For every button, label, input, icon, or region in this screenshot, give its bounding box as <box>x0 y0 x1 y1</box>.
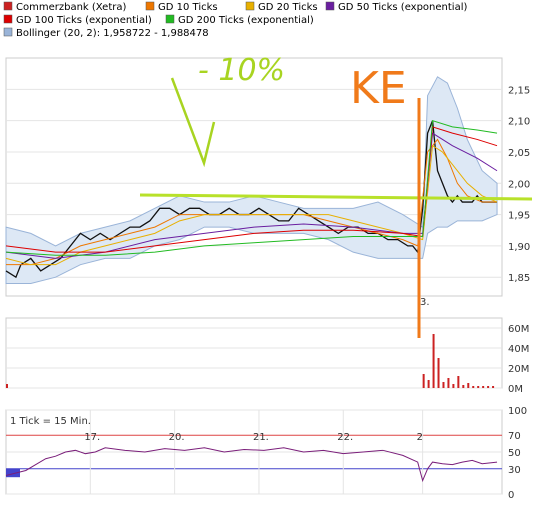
legend-swatch <box>325 1 335 11</box>
date-marker: 3. <box>420 297 430 308</box>
legend-swatch <box>3 14 13 24</box>
price-tick-label: 1,85 <box>508 273 530 284</box>
volume-bar <box>462 385 465 388</box>
rsi-tick-label: 70 <box>508 431 521 442</box>
volume-bar <box>482 386 485 388</box>
price-panel: 2,15 2,10 2,05 2,00 1,95 1,90 1,85 <box>5 57 530 297</box>
volume-bar <box>6 384 8 388</box>
volume-bar <box>422 374 425 388</box>
ema50-line <box>5 132 498 259</box>
volume-bar <box>452 384 455 388</box>
rsi-tick-label: 50 <box>508 448 521 459</box>
legend-swatch <box>245 1 255 11</box>
legend-label: Commerzbank (Xetra) <box>16 2 126 13</box>
legend-swatch <box>165 14 175 24</box>
volume-bar <box>487 386 490 388</box>
x-tick-label: 22. <box>337 432 353 443</box>
rsi-oversold-fill <box>6 468 20 478</box>
volume-tick-label: 40M <box>508 344 529 355</box>
volume-bar <box>477 386 480 388</box>
volume-panel: 60M 40M 20M 0M <box>5 317 529 395</box>
volume-bar <box>437 358 440 388</box>
resistance-line-drawing <box>139 193 533 201</box>
legend-label: GD 50 Ticks (exponential) <box>338 2 467 13</box>
price-tick-label: 1,90 <box>508 242 530 253</box>
rsi-line <box>5 447 498 483</box>
price-tick-label: 2,10 <box>508 117 530 128</box>
volume-bar <box>457 376 460 388</box>
volume-bar <box>432 334 435 388</box>
volume-tick-label: 20M <box>508 364 529 375</box>
legend-label: Bollinger (20, 2): 1,958722 - 1,988478 <box>16 28 209 39</box>
legend-label: GD 200 Ticks (exponential) <box>178 15 314 26</box>
panel-frame <box>5 57 503 297</box>
handwritten-percent: - 10% <box>198 53 285 88</box>
rsi-tick-label: 0 <box>508 490 514 501</box>
legend-label: GD 20 Ticks <box>258 2 318 13</box>
price-tick-label: 2,15 <box>508 85 530 96</box>
x-tick-label: 21. <box>253 432 269 443</box>
legend-swatch <box>3 1 13 11</box>
volume-bar <box>472 386 475 388</box>
price-tick-label: 2,00 <box>508 179 530 190</box>
volume-bar <box>442 382 445 388</box>
ema100-line <box>5 126 498 253</box>
rsi-tick-label: 30 <box>508 465 521 476</box>
x-tick-label: 17. <box>84 432 100 443</box>
x-tick-label: 2 <box>417 432 423 443</box>
legend-swatch <box>145 1 155 11</box>
volume-bar <box>467 383 470 388</box>
rsi-tick-label: 100 <box>508 406 527 417</box>
handwritten-overlay: 1 Tick = 15 Min. 3. - 10% KE <box>10 53 533 427</box>
sma20-line <box>5 144 498 266</box>
price-tick-label: 2,05 <box>508 148 530 159</box>
tick-note: 1 Tick = 15 Min. <box>10 416 91 427</box>
volume-tick-label: 0M <box>508 384 523 395</box>
legend-label: GD 10 Ticks <box>158 2 218 13</box>
price-tick-label: 1,95 <box>508 211 530 222</box>
legend-swatch <box>3 27 13 37</box>
arrow-drawing <box>170 77 216 168</box>
ema200-line <box>5 119 498 256</box>
legend: Commerzbank (Xetra) GD 10 Ticks GD 20 Tick… <box>3 1 467 39</box>
volume-bar <box>427 380 430 388</box>
volume-bar <box>492 386 495 388</box>
volume-bar <box>447 378 450 388</box>
legend-label: GD 100 Ticks (exponential) <box>16 15 152 26</box>
x-tick-label: 20. <box>169 432 185 443</box>
rsi-panel: 100 70 50 30 0 17. 20. 21. 22. 2 <box>5 406 527 501</box>
volume-tick-label: 60M <box>508 324 529 335</box>
handwritten-word: KE <box>350 63 407 114</box>
